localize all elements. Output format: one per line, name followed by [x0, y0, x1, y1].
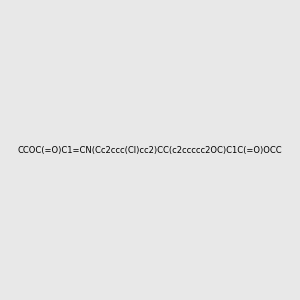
Text: CCOC(=O)C1=CN(Cc2ccc(Cl)cc2)CC(c2ccccc2OC)C1C(=O)OCC: CCOC(=O)C1=CN(Cc2ccc(Cl)cc2)CC(c2ccccc2O… [18, 146, 282, 154]
